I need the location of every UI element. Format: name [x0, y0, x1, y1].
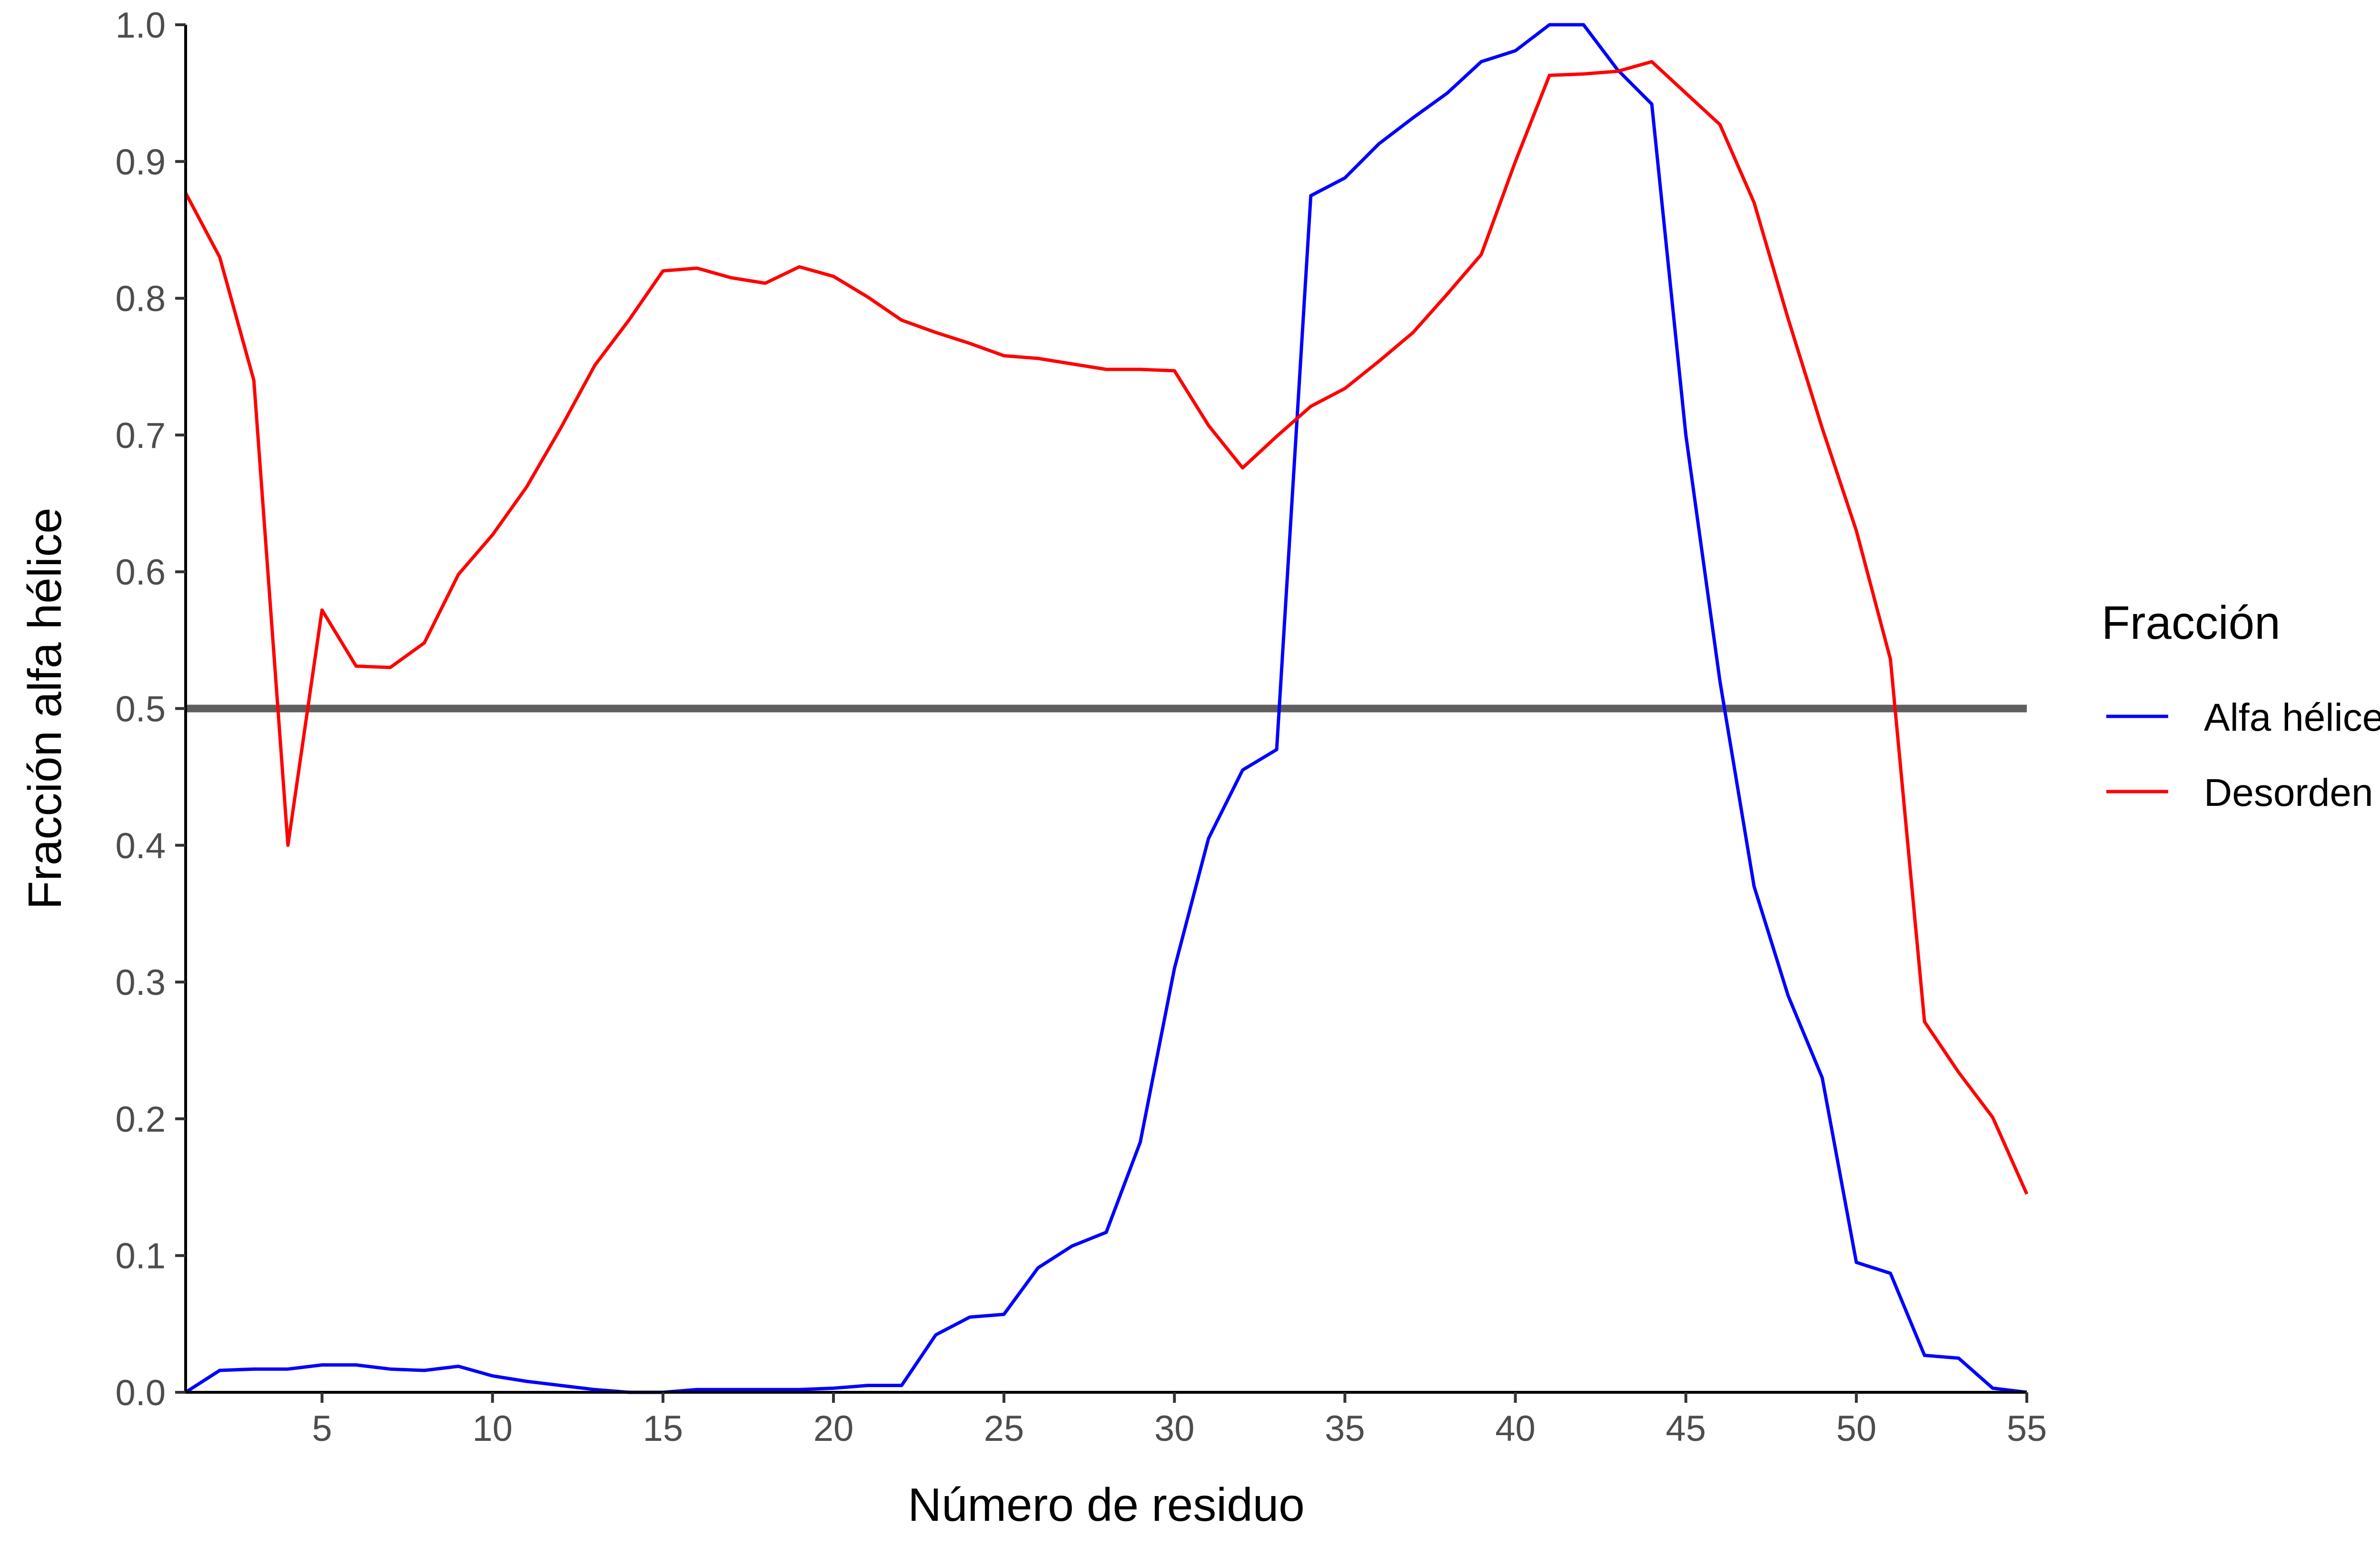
y-tick-label: 0.1: [115, 1236, 166, 1277]
x-tick-label: 55: [2007, 1408, 2047, 1449]
y-ticks: 0.0 0.1 0.2 0.3 0.4 0.5 0.6 0.7 0.8 0.9 1.0: [115, 5, 186, 1413]
series-line: [185, 23, 2027, 1394]
y-tick-label: 0.0: [115, 1373, 166, 1413]
axes: 5 10 15 20 25 30 35 40 45 50 55 0.0 0.1 0.2 0.3 0.4 0.5…: [115, 5, 2047, 1449]
y-tick-label: 1.0: [115, 5, 166, 46]
y-tick-label: 0.8: [115, 279, 166, 319]
y-tick-label: 0.5: [115, 689, 166, 730]
y-tick-label: 0.6: [115, 552, 166, 593]
x-tick-label: 10: [472, 1408, 513, 1449]
legend: Fracción Alfa hélice Desorden: [2102, 596, 2380, 814]
series-layer: [184, 23, 2029, 1394]
x-ticks: 5 10 15 20 25 30 35 40 45 50 55: [312, 1392, 2047, 1449]
series-line: [184, 60, 2029, 1195]
y-tick-label: 0.7: [115, 416, 166, 456]
legend-label: Desorden: [2204, 771, 2373, 814]
x-tick-label: 50: [1836, 1408, 1877, 1449]
y-tick-label: 0.4: [115, 826, 166, 866]
legend-title: Fracción: [2102, 596, 2281, 649]
x-tick-label: 40: [1495, 1408, 1536, 1449]
y-tick-label: 0.2: [115, 1099, 166, 1140]
x-tick-label: 35: [1325, 1408, 1365, 1449]
x-tick-label: 5: [312, 1408, 332, 1449]
x-tick-label: 30: [1154, 1408, 1195, 1449]
legend-items: Alfa hélice Desorden: [2106, 696, 2380, 814]
x-tick-label: 15: [643, 1408, 684, 1449]
y-tick-label: 0.3: [115, 962, 166, 1003]
x-tick-label: 25: [984, 1408, 1024, 1449]
plot-area: [184, 23, 2029, 1394]
y-tick-label: 0.9: [115, 142, 166, 182]
y-axis-title: Fracción alfa hélice: [19, 507, 71, 909]
x-tick-label: 20: [813, 1408, 854, 1449]
legend-label: Alfa hélice: [2204, 696, 2380, 739]
x-tick-label: 45: [1666, 1408, 1706, 1449]
x-axis-title: Número de residuo: [908, 1478, 1304, 1531]
